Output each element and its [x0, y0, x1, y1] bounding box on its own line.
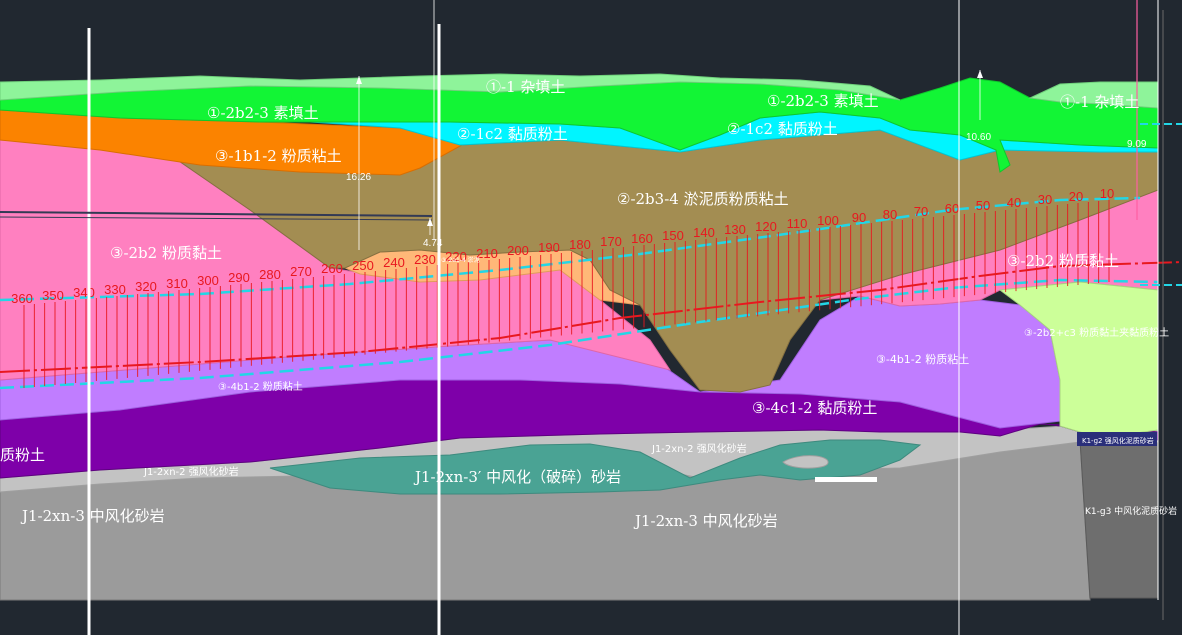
chainage-label: 50 [976, 198, 990, 213]
drill-arrow-3 [427, 218, 433, 226]
label-j1-2xn-3-b: J1-2xn-3 中风化砂岩 [633, 512, 778, 530]
label-j1-2xn-2-a: J1-2xn-2 强风化砂岩 [143, 465, 239, 478]
label-j1-2xn-3-a: J1-2xn-3 中风化砂岩 [20, 507, 165, 525]
label-3-4b1-2-a: ③-4b1-2 粉质粘土 [218, 380, 303, 393]
lens-gray [782, 455, 829, 469]
label-k1-right: K1-g3 中风化泥质砂岩 [1085, 505, 1177, 517]
chainage-label: 150 [662, 228, 684, 243]
drill-arrow-1 [356, 76, 362, 84]
chainage-label: 130 [724, 222, 746, 237]
label-3-2b2-b: ③-2b2 粉质黏土 [1007, 252, 1119, 270]
label-3-4b1-2-b: ③-4b1-2 粉质粘土 [876, 352, 969, 366]
chainage-label: 170 [600, 234, 622, 249]
layer-k1-right [1079, 439, 1159, 599]
label-2-1c2-a: ②-1c2 黏质粉土 [457, 125, 568, 143]
label-3-2b2-a: ③-2b2 粉质黏土 [110, 244, 222, 262]
chainage-label: 180 [569, 237, 591, 252]
chainage-label: 230 [414, 252, 436, 267]
chainage-label: 200 [507, 243, 529, 258]
elevation-1: 16.26 [346, 172, 371, 183]
chainage-label: 40 [1007, 195, 1021, 210]
tunnel-bottom-line [0, 278, 1159, 390]
chainage-label: 20 [1069, 189, 1083, 204]
chainage-label: 220 [445, 249, 467, 264]
label-3-4c1-2: ③-4c1-2 黏质粉土 [752, 399, 877, 417]
chainage-label: 60 [945, 201, 959, 216]
chainage-label: 310 [166, 276, 188, 291]
label-3-2b2-c3: ③-2b2+c3 粉质黏土夹黏质粉土 [1024, 326, 1169, 339]
label-1-2b2-3-a: ①-2b2-3 素填土 [207, 104, 319, 122]
chainage-label: 160 [631, 231, 653, 246]
label-2-2b3-4: ②-2b3-4 淤泥质粉质粘土 [617, 190, 789, 208]
chainage-label: 120 [755, 219, 777, 234]
chainage-label: 240 [383, 255, 405, 270]
label-1-1-a: ①-1 杂填土 [486, 78, 565, 96]
chainage-label: 70 [914, 204, 928, 219]
layer-j1-2xn-3p [269, 439, 922, 495]
chainage-label: 300 [197, 273, 219, 288]
label-left-edge: 质粉土 [0, 446, 45, 464]
chainage-label: 270 [290, 264, 312, 279]
chainage-label: 190 [538, 240, 560, 255]
label-1-1-b: ①-1 杂填土 [1060, 93, 1139, 111]
chainage-label: 280 [259, 267, 281, 282]
chainage-label: 10 [1100, 186, 1114, 201]
alignment-centerline [0, 261, 1182, 373]
scale-bar [815, 477, 877, 482]
label-3-1b1-2: ③-1b1-2 粉质粘土 [215, 147, 342, 165]
chainage-label: 140 [693, 225, 715, 240]
label-k1-small: K1-g2 强风化泥质砂岩 [1082, 436, 1154, 445]
chainage-label: 30 [1038, 192, 1052, 207]
chainage-label: 210 [476, 246, 498, 261]
chainage-label: 110 [787, 216, 808, 231]
chainage-label: 360 [11, 291, 33, 306]
chainage-label: 250 [352, 258, 374, 273]
elevation-3: 10.60 [966, 132, 991, 143]
chainage-label: 320 [135, 279, 157, 294]
tunnel-top-line [0, 196, 1141, 302]
label-1-2b2-3-b: ①-2b2-3 素填土 [767, 92, 879, 110]
chainage-label: 330 [104, 282, 126, 297]
chainage-label: 90 [852, 210, 866, 225]
elevation-2: 4.74 [423, 238, 443, 249]
chainage-label: 100 [817, 213, 839, 228]
label-box-k1-small [1077, 432, 1157, 446]
reference-line-2 [0, 216, 433, 221]
drill-arrow-2 [977, 70, 983, 78]
chainage-label: 290 [228, 270, 250, 285]
chainage-label: 260 [321, 261, 343, 276]
label-j1-2xn-3p: J1-2xn-3′ 中风化（破碎）砂岩 [413, 468, 621, 486]
chainage-labels: 360 350 340 330 320 310 300 290 280 270 260 250 240 2… [11, 186, 1114, 306]
reference-line-1 [0, 211, 433, 217]
chainage-label: 350 [42, 288, 64, 303]
elevation-4: 9.09 [1127, 139, 1147, 150]
chainage-ticks [23, 200, 1110, 388]
label-j1-2xn-2-b: J1-2xn-2 强风化砂岩 [651, 442, 747, 455]
chainage-label: 340 [73, 285, 95, 300]
label-small-mid: ③-2a1-4 淤泥 [441, 256, 480, 264]
chainage-label: 80 [883, 207, 897, 222]
layer-1-1 [0, 73, 901, 101]
label-2-1c2-b: ②-1c2 黏质粉土 [727, 120, 838, 138]
